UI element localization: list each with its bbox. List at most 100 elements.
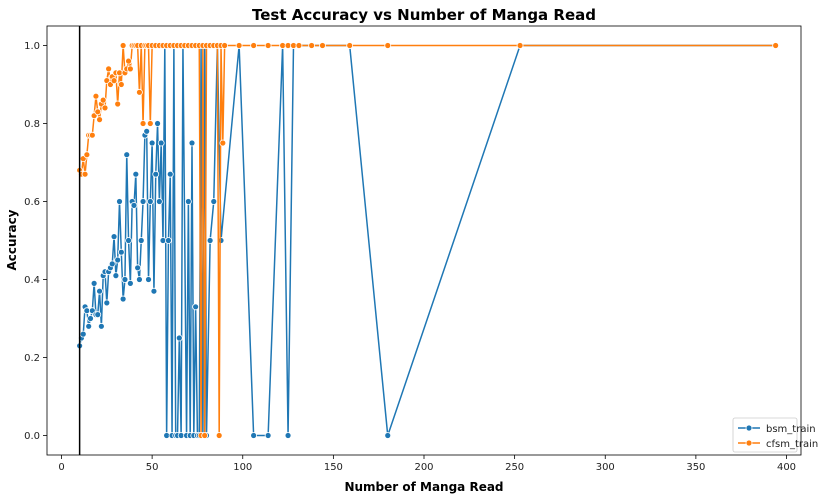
data-point-bsm_train [165, 237, 172, 244]
x-tick-label: 50 [146, 462, 159, 473]
data-point-cfsm_train [99, 96, 107, 104]
data-point-bsm_train [85, 322, 93, 330]
data-point-bsm_train [94, 311, 102, 319]
data-point-bsm_train [152, 170, 160, 178]
data-point-bsm_train [97, 322, 105, 330]
data-point-cfsm_train [110, 77, 118, 84]
axes-layer: 0 50 100 150 200 250 300 350 400 0.0 0.2 0.4 0.6 0.8 1… [24, 41, 796, 473]
data-point-cfsm_train [295, 42, 303, 49]
data-point-cfsm_train [96, 116, 103, 123]
data-point-cfsm_train [105, 65, 113, 73]
x-tick-label: 300 [596, 462, 615, 473]
data-point-bsm_train [110, 233, 118, 241]
data-point-bsm_train [206, 237, 214, 244]
data-point-bsm_train [210, 198, 218, 205]
data-point-cfsm_train [92, 92, 100, 100]
data-point-cfsm_train [319, 42, 326, 49]
data-point-cfsm_train [221, 42, 229, 49]
data-point-bsm_train [154, 120, 161, 127]
x-tick-label: 200 [414, 462, 433, 473]
plot-area [76, 26, 780, 455]
data-point-bsm_train [137, 237, 145, 244]
x-tick-label: 350 [686, 462, 705, 473]
x-axis-label: Number of Manga Read [344, 480, 503, 494]
data-point-bsm_train [136, 276, 143, 283]
data-point-bsm_train [134, 264, 142, 272]
data-point-bsm_train [90, 279, 98, 287]
data-point-cfsm_train [201, 432, 209, 439]
data-point-cfsm_train [136, 88, 143, 96]
x-tick-label: 100 [233, 462, 252, 473]
data-point-bsm_train [119, 295, 127, 303]
data-point-cfsm_train [114, 100, 122, 108]
data-point-cfsm_train [83, 151, 91, 159]
chart-title: Test Accuracy vs Number of Manga Read [252, 6, 596, 24]
legend-marker-bsm [745, 424, 753, 432]
data-point-bsm_train [264, 432, 272, 439]
data-point-cfsm_train [125, 57, 132, 65]
data-point-bsm_train [108, 260, 116, 268]
data-point-bsm_train [96, 287, 103, 295]
y-tick-label: 0.0 [24, 431, 40, 442]
data-point-cfsm_train [119, 42, 127, 49]
data-point-bsm_train [125, 237, 132, 244]
data-point-bsm_train [123, 151, 131, 159]
y-tick-label: 0.6 [24, 197, 40, 208]
data-point-bsm_train [284, 432, 292, 439]
legend-label-bsm: bsm_train [766, 424, 816, 435]
legend: bsm_train cfsm_train [732, 417, 818, 453]
data-point-bsm_train [116, 198, 123, 205]
data-point-bsm_train [79, 330, 87, 338]
data-point-cfsm_train [235, 42, 243, 49]
data-point-bsm_train [184, 198, 192, 205]
data-point-bsm_train [114, 256, 122, 264]
data-point-cfsm_train [308, 42, 316, 49]
data-point-cfsm_train [146, 120, 154, 127]
data-point-bsm_train [145, 276, 152, 283]
data-point-bsm_train [175, 334, 183, 342]
series-line-bsm_train [78, 44, 776, 437]
data-point-bsm_train [148, 139, 156, 147]
data-point-cfsm_train [126, 65, 134, 73]
x-tick-label: 150 [324, 462, 343, 473]
data-point-cfsm_train [772, 42, 780, 49]
y-tick-label: 1.0 [24, 41, 40, 52]
legend-label-cfsm: cfsm_train [766, 439, 818, 450]
x-tick-label: 250 [505, 462, 524, 473]
data-point-bsm_train [132, 170, 140, 178]
data-point-cfsm_train [384, 42, 392, 49]
data-point-cfsm_train [516, 42, 524, 49]
data-point-cfsm_train [215, 432, 223, 439]
data-point-bsm_train [103, 299, 111, 307]
y-tick-label: 0.8 [24, 119, 40, 130]
x-tick-label: 400 [777, 462, 796, 473]
legend-marker-cfsm [745, 439, 753, 447]
data-point-cfsm_train [264, 42, 272, 49]
y-tick-label: 0.4 [24, 275, 40, 286]
plot-frame [46, 25, 802, 456]
data-point-bsm_train [121, 276, 129, 283]
data-point-bsm_train [130, 201, 138, 209]
data-point-cfsm_train [94, 108, 102, 116]
data-point-bsm_train [87, 315, 94, 322]
data-point-bsm_train [146, 198, 154, 205]
data-point-cfsm_train [117, 81, 125, 88]
data-point-bsm_train [150, 287, 158, 295]
data-point-bsm_train [112, 272, 120, 280]
data-point-bsm_train [143, 127, 151, 135]
data-point-bsm_train [250, 432, 258, 439]
data-point-bsm_train [192, 303, 200, 311]
data-point-cfsm_train [346, 42, 354, 49]
data-point-bsm_train [157, 139, 165, 147]
data-point-bsm_train [166, 170, 174, 178]
data-point-bsm_train [384, 432, 392, 439]
data-point-cfsm_train [139, 120, 147, 127]
data-point-bsm_train [126, 279, 134, 287]
data-point-bsm_train [188, 139, 196, 147]
data-point-bsm_train [139, 198, 147, 205]
data-point-cfsm_train [101, 104, 109, 112]
y-tick-label: 0.2 [24, 353, 40, 364]
data-point-cfsm_train [219, 139, 227, 147]
x-tick-label: 0 [58, 462, 64, 473]
